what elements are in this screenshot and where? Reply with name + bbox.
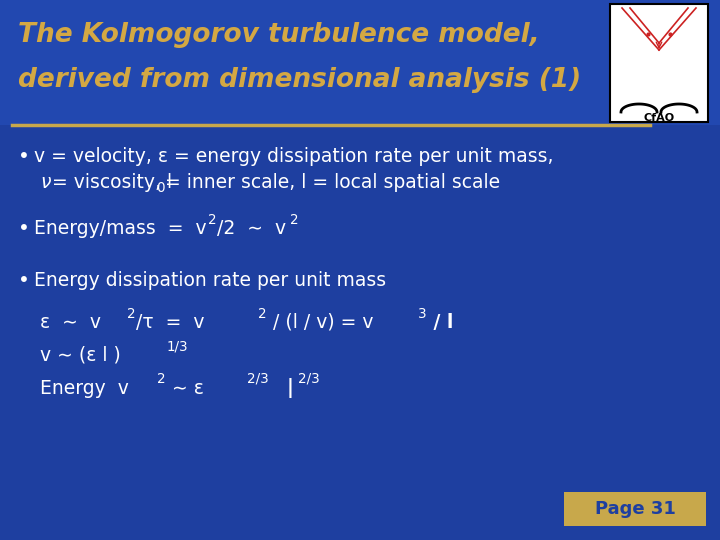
- Text: •: •: [18, 219, 30, 238]
- Text: 2/3: 2/3: [298, 372, 320, 386]
- Text: ∼ ε: ∼ ε: [166, 379, 204, 397]
- Text: 2: 2: [258, 307, 266, 321]
- Text: Energy/mass  =  v: Energy/mass = v: [34, 219, 207, 238]
- Text: 3: 3: [418, 307, 427, 321]
- Text: derived from dimensional analysis (1): derived from dimensional analysis (1): [18, 67, 581, 93]
- Text: Energy dissipation rate per unit mass: Energy dissipation rate per unit mass: [34, 271, 386, 289]
- Text: / l: / l: [427, 313, 454, 332]
- Text: v ∼ (ε l ): v ∼ (ε l ): [40, 346, 121, 365]
- FancyBboxPatch shape: [610, 4, 708, 122]
- Text: Page 31: Page 31: [595, 500, 675, 518]
- Text: v = velocity, ε = energy dissipation rate per unit mass,: v = velocity, ε = energy dissipation rat…: [34, 147, 554, 166]
- Text: ε  ∼  v: ε ∼ v: [40, 313, 101, 332]
- Polygon shape: [0, 0, 720, 125]
- Text: 1/3: 1/3: [167, 339, 189, 353]
- Text: |: |: [274, 378, 300, 398]
- Text: 2: 2: [127, 307, 135, 321]
- Text: /τ  =  v: /τ = v: [136, 313, 204, 332]
- Text: The Kolmogorov turbulence model,: The Kolmogorov turbulence model,: [18, 22, 539, 48]
- Text: 2: 2: [157, 372, 166, 386]
- Text: = inner scale, l = local spatial scale: = inner scale, l = local spatial scale: [165, 172, 500, 192]
- Text: / (l / v) = v: / (l / v) = v: [267, 313, 374, 332]
- Text: 2: 2: [208, 213, 217, 227]
- Text: ν: ν: [40, 172, 50, 192]
- Text: •: •: [18, 147, 30, 166]
- Text: 2/3: 2/3: [247, 372, 269, 386]
- Text: CfAO: CfAO: [644, 113, 675, 123]
- FancyBboxPatch shape: [564, 492, 706, 526]
- Text: •: •: [18, 271, 30, 289]
- Text: 0: 0: [156, 181, 164, 195]
- Text: Energy  v: Energy v: [40, 379, 129, 397]
- Text: = viscosity, l: = viscosity, l: [52, 172, 172, 192]
- Text: /2  ∼  v: /2 ∼ v: [217, 219, 286, 238]
- Text: 2: 2: [290, 213, 299, 227]
